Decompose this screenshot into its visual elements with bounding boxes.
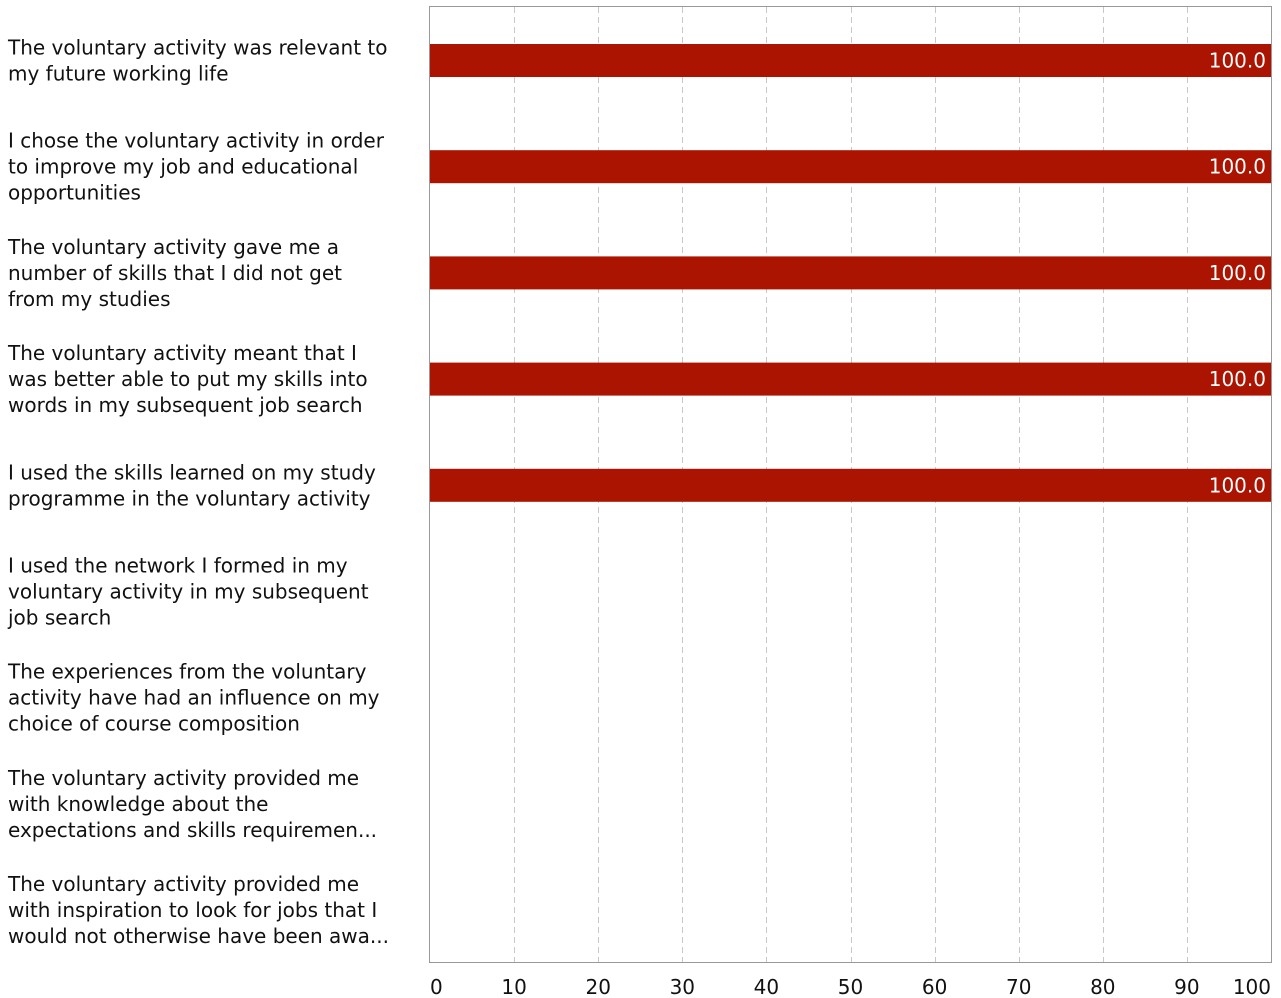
category-label-4: I used the skills learned on my study pro… — [8, 460, 376, 510]
data-label-4: 100.0 — [1209, 473, 1266, 497]
x-tick-label-40: 40 — [754, 975, 779, 998]
category-label-8-line-2: would not otherwise have been awa... — [8, 924, 389, 948]
category-label-4-line-0: I used the skills learned on my study — [8, 460, 376, 484]
category-label-1-line-0: I chose the voluntary activity in order — [8, 129, 385, 153]
bar-4 — [430, 468, 1271, 502]
category-label-2: The voluntary activity gave me a number o… — [7, 235, 342, 311]
x-tick-label-20: 20 — [585, 975, 610, 998]
x-tick-label-100: 100 — [1233, 975, 1271, 998]
category-label-1-line-1: to improve my job and educational — [8, 155, 358, 179]
category-label-3-line-1: was better able to put my skills into — [8, 367, 368, 391]
category-label-5-line-1: voluntary activity in my subsequent — [8, 580, 369, 604]
category-label-8-line-0: The voluntary activity provided me — [7, 872, 359, 896]
x-tick-label-10: 10 — [501, 975, 526, 998]
data-label-3: 100.0 — [1209, 367, 1266, 391]
plot-frame — [429, 6, 1272, 963]
category-label-2-line-1: number of skills that I did not get — [8, 261, 342, 285]
category-label-6: The experiences from the voluntary activi… — [7, 660, 380, 736]
category-label-3-line-0: The voluntary activity meant that I — [7, 341, 357, 365]
category-label-1-line-2: opportunities — [8, 181, 141, 205]
data-label-0: 100.0 — [1209, 49, 1266, 73]
x-tick-label-30: 30 — [670, 975, 695, 998]
category-label-6-line-1: activity have had an influence on my — [8, 686, 380, 710]
category-label-6-line-2: choice of course composition — [8, 712, 300, 736]
x-tick-label-50: 50 — [838, 975, 863, 998]
category-label-5: I used the network I formed in my volunta… — [7, 554, 369, 630]
category-label-8: The voluntary activity provided me with i… — [7, 872, 389, 948]
category-label-2-line-0: The voluntary activity gave me a — [7, 235, 339, 259]
category-label-8-line-1: with inspiration to look for jobs that I — [8, 898, 377, 922]
x-tick-label-60: 60 — [922, 975, 947, 998]
bars: 100.0 100.0 100.0 100.0 100.0 — [430, 44, 1271, 502]
category-label-4-line-1: programme in the voluntary activity — [8, 486, 371, 510]
data-label-1: 100.0 — [1209, 155, 1266, 179]
x-tick-label-90: 90 — [1174, 975, 1199, 998]
x-axis-tick-labels: 0 10 20 30 40 50 60 70 80 90 100 — [430, 975, 1271, 998]
data-label-2: 100.0 — [1209, 261, 1266, 285]
category-label-0: The voluntary activity was relevant to my… — [7, 36, 388, 86]
category-label-7-line-2: expectations and skills requiremen... — [8, 818, 377, 842]
category-label-1: I chose the voluntary activity in order t… — [8, 129, 385, 205]
category-labels: The voluntary activity was relevant to my… — [7, 36, 389, 949]
category-label-6-line-0: The experiences from the voluntary — [7, 660, 367, 684]
category-label-0-line-0: The voluntary activity was relevant to — [7, 36, 388, 60]
category-label-7-line-1: with knowledge about the — [8, 792, 268, 816]
x-tick-label-80: 80 — [1090, 975, 1115, 998]
category-label-0-line-1: my future working life — [8, 62, 229, 86]
x-tick-label-0: 0 — [430, 975, 443, 998]
category-label-5-line-0: I used the network I formed in my — [8, 554, 348, 578]
category-label-3-line-2: words in my subsequent job search — [8, 393, 363, 417]
category-label-7: The voluntary activity provided me with k… — [7, 766, 377, 842]
x-tick-label-70: 70 — [1006, 975, 1031, 998]
bar-3 — [430, 362, 1271, 396]
bar-0 — [430, 44, 1271, 77]
category-label-7-line-0: The voluntary activity provided me — [7, 766, 359, 790]
bar-1 — [430, 150, 1271, 184]
bar-2 — [430, 256, 1271, 290]
category-label-5-line-2: job search — [7, 606, 111, 630]
category-label-2-line-2: from my studies — [8, 287, 171, 311]
